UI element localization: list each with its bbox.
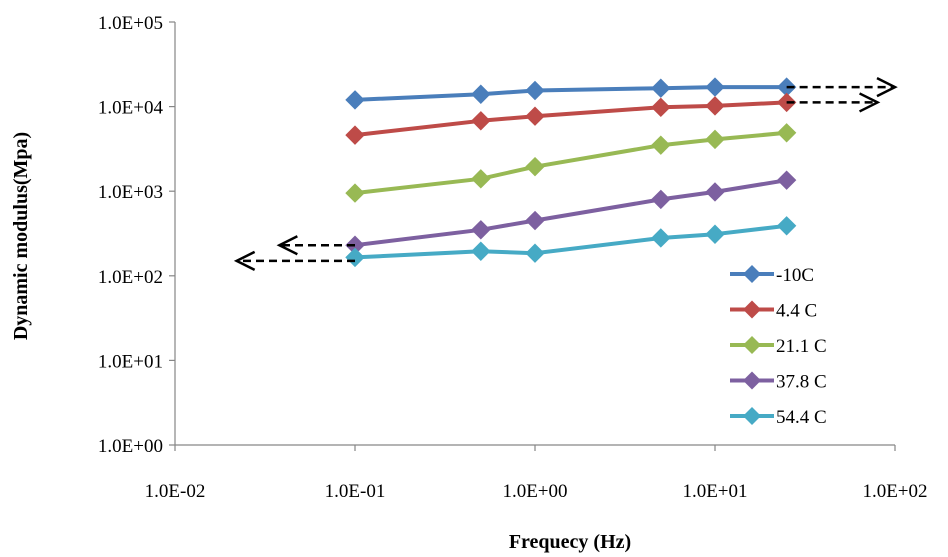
- data-point: [652, 79, 670, 97]
- legend-item: 21.1 C: [730, 336, 827, 357]
- series-layer: [346, 78, 796, 266]
- x-tick-label: 1.0E+02: [862, 481, 927, 502]
- x-tick-label: 1.0E+00: [502, 481, 567, 502]
- data-point: [472, 221, 490, 239]
- legend-label: 4.4 C: [776, 301, 817, 322]
- data-point: [346, 184, 364, 202]
- y-tick-label: 1.0E+00: [98, 436, 163, 457]
- dashed-arrow-left: [279, 236, 355, 254]
- data-point: [472, 85, 490, 103]
- data-point: [526, 81, 544, 99]
- legend-label: 54.4 C: [776, 407, 827, 428]
- legend-swatch-marker: [743, 301, 761, 319]
- data-point: [526, 158, 544, 176]
- data-point: [526, 212, 544, 230]
- legend-item: 37.8 C: [730, 372, 827, 393]
- legend-swatch-marker: [743, 407, 761, 425]
- y-tick-label: 1.0E+03: [98, 182, 163, 203]
- series-4: [346, 171, 796, 254]
- legend-swatch-marker: [743, 336, 761, 354]
- y-tick-label: 1.0E+04: [98, 98, 164, 119]
- x-axis-title: Frequecy (Hz): [509, 531, 631, 553]
- x-tick-label: 1.0E-02: [145, 481, 206, 502]
- data-point: [706, 225, 724, 243]
- legend-label: 21.1 C: [776, 336, 827, 357]
- data-point: [472, 242, 490, 260]
- data-point: [652, 98, 670, 116]
- dashed-arrow-right: [787, 93, 878, 111]
- legend-label: -10C: [776, 265, 814, 286]
- series-5: [346, 217, 796, 267]
- legend-item: -10C: [730, 265, 814, 286]
- y-tick-label: 1.0E+01: [98, 351, 163, 372]
- dashed-arrow-right: [787, 78, 895, 96]
- data-point: [346, 126, 364, 144]
- data-point: [652, 190, 670, 208]
- data-point: [778, 171, 796, 189]
- x-tick-label: 1.0E-01: [325, 481, 386, 502]
- data-point: [706, 97, 724, 115]
- legend-label: 37.8 C: [776, 372, 827, 393]
- y-axis-title: Dynamic modulus(Mpa): [10, 132, 32, 340]
- legend-item: 54.4 C: [730, 407, 827, 428]
- x-ticks: 1.0E-02 1.0E-01 1.0E+00 1.0E+01 1.0E+02: [145, 445, 928, 502]
- x-tick-label: 1.0E+01: [682, 481, 747, 502]
- data-point: [706, 78, 724, 96]
- data-point: [472, 170, 490, 188]
- y-tick-label: 1.0E+05: [98, 13, 163, 34]
- data-point: [526, 107, 544, 125]
- y-tick-label: 1.0E+02: [98, 267, 163, 288]
- data-point: [706, 130, 724, 148]
- legend-swatch-marker: [743, 265, 761, 283]
- data-point: [472, 112, 490, 130]
- legend-item: 4.4 C: [730, 301, 817, 322]
- legend: -10C 4.4 C 21.1 C 37.8 C 54.4 C: [730, 265, 827, 428]
- data-point: [706, 183, 724, 201]
- data-point: [778, 124, 796, 142]
- data-point: [346, 248, 364, 266]
- y-ticks: 1.0E+00 1.0E+01 1.0E+02 1.0E+03 1.0E+04 1.0E+…: [98, 13, 175, 457]
- legend-swatch-marker: [743, 372, 761, 390]
- data-point: [652, 136, 670, 154]
- data-point: [652, 229, 670, 247]
- annotation-arrows: [237, 78, 895, 270]
- series-line: [355, 226, 787, 258]
- data-point: [346, 91, 364, 109]
- data-point: [526, 244, 544, 262]
- data-point: [778, 217, 796, 235]
